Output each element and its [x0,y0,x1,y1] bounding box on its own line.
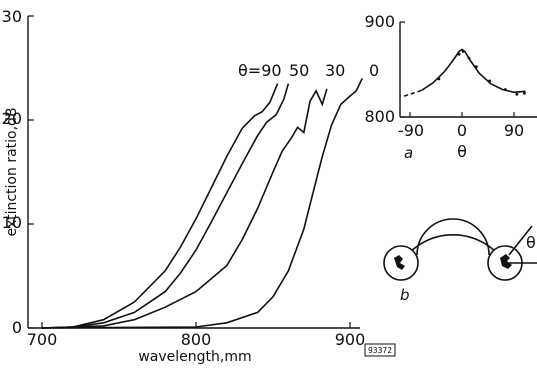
inset-data-point [515,92,519,96]
y-axis-title: extinction ratio,dB [4,107,20,236]
main-chart: 30 20 10 0 700 800 900 extinction ratio,… [2,7,380,365]
inset-series-line-1 [403,89,422,97]
fiber-end-left [383,245,419,281]
main-series-group [41,78,364,329]
curve-label-theta-90: θ=90 [238,61,282,80]
inset-x-tick-label: 90 [504,121,524,140]
inset-data-point [467,56,471,60]
y-tick-label: 10 [2,213,22,232]
y-tick-label: 30 [2,7,22,26]
figure-id: 93372 [368,346,392,355]
inset-data-point [461,50,465,53]
y-tick-label: 0 [12,318,22,337]
inset-data-point [523,91,526,95]
inset-series-group [403,48,526,97]
inset-x-tick-label: 0 [457,121,467,140]
fiber-inner-arc [416,218,490,256]
angle-theta-label: θ [526,233,536,252]
angle-reference-line [508,225,533,256]
x-tick-label: 800 [181,330,212,349]
series-line-1 [41,83,290,329]
inset-series-line-0 [421,48,526,94]
series-line-0 [41,83,279,329]
inset-x-tick-label: -90 [398,121,424,140]
figure-id-box [364,343,396,357]
panel-label-a: a [404,144,413,162]
inset-data-point [457,52,461,56]
inset-y-tick-label: 800 [364,107,395,126]
series-line-2 [41,88,328,329]
inset-x-axis-title: θ [457,142,467,161]
stress-rod-left-icon [394,255,405,270]
inset-chart-a: 900 800 -90 0 90 θ a [364,12,537,162]
stress-rod-right-icon [500,254,512,269]
inset-y-tick-label: 900 [364,12,395,31]
curve-label-50: 50 [289,61,309,80]
bent-fiber-diagram: θ b [383,218,537,304]
panel-label-b: b [400,286,410,304]
inset-data-point [488,79,492,83]
series-line-3 [41,78,364,329]
x-tick-label: 700 [27,330,58,349]
inset-data-point [475,65,478,69]
inset-axis-ticks [400,21,515,118]
curve-label-30: 30 [325,61,345,80]
inset-data-point [503,88,507,91]
curve-label-0: 0 [369,61,379,80]
x-axis-title: wavelength,mm [138,349,251,365]
y-tick-label: 20 [2,109,22,128]
inset-data-point [437,77,441,81]
x-tick-label: 900 [335,330,366,349]
